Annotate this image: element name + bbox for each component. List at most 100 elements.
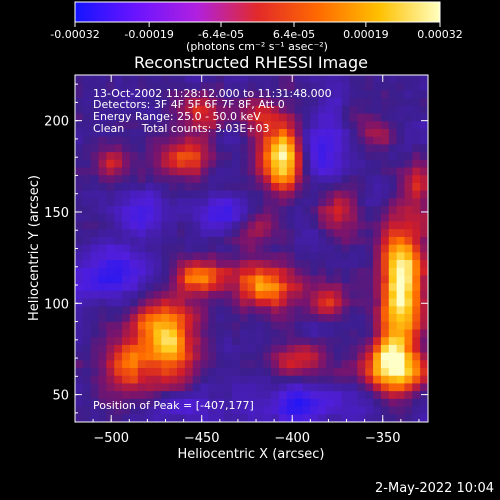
heatmap-cell <box>333 236 343 246</box>
heatmap-cell <box>169 290 178 300</box>
annotation-time-range: 13-Oct-2002 11:28:12.000 to 11:31:48.000 <box>93 87 332 100</box>
heatmap-cell <box>412 267 421 277</box>
heatmap-cell <box>82 306 92 315</box>
heatmap-cell <box>255 75 264 84</box>
heatmap-cell <box>231 368 241 377</box>
heatmap-cell <box>239 221 249 230</box>
heatmap-cell <box>75 391 84 400</box>
heatmap-cell <box>271 198 280 207</box>
heatmap-cell <box>333 275 343 284</box>
heatmap-cell <box>318 175 327 184</box>
heatmap-cell <box>255 329 264 338</box>
heatmap-cell <box>153 152 162 161</box>
heatmap-cell <box>333 329 343 338</box>
heatmap-cell <box>137 290 147 300</box>
heatmap-cell <box>192 275 202 284</box>
heatmap-cell <box>216 213 225 223</box>
heatmap-cell <box>82 398 92 408</box>
heatmap-cell <box>129 290 139 300</box>
heatmap-cell <box>294 298 304 307</box>
heatmap-cell <box>239 152 249 161</box>
heatmap-cell <box>326 206 335 215</box>
heatmap-cell <box>82 298 92 307</box>
heatmap-cell <box>318 159 327 169</box>
heatmap-cell <box>404 221 413 230</box>
heatmap-cell <box>310 360 319 369</box>
heatmap-cell <box>161 175 170 184</box>
heatmap-cell <box>169 244 178 253</box>
peak-position-label: Position of Peak = [-407,177] <box>93 399 254 412</box>
heatmap-cell <box>302 267 311 277</box>
heatmap-cell <box>192 321 202 331</box>
heatmap-cell <box>396 221 406 230</box>
heatmap-cell <box>247 337 257 346</box>
heatmap-cell <box>318 321 327 331</box>
heatmap-cell <box>75 283 84 292</box>
heatmap-cell <box>396 368 406 377</box>
heatmap-cell <box>333 391 343 400</box>
heatmap-cell <box>255 352 264 361</box>
heatmap-cell <box>333 175 343 184</box>
heatmap-cell <box>82 252 92 261</box>
heatmap-cell <box>216 360 225 369</box>
heatmap-cell <box>310 375 319 385</box>
colorbar-ticks: -0.00032 -0.00019 -6.4e-05 6.4e-05 0.00019 0.… <box>50 22 463 41</box>
heatmap-cell <box>286 260 296 269</box>
heatmap-cell <box>396 82 406 92</box>
heatmap-cell <box>208 298 217 307</box>
heatmap-cell <box>278 144 288 153</box>
heatmap-cell <box>208 144 217 153</box>
heatmap-cell <box>200 182 209 192</box>
heatmap-cell <box>357 167 366 176</box>
heatmap-cell <box>153 283 162 292</box>
heatmap-cell <box>82 391 92 400</box>
heatmap-cell <box>310 167 319 176</box>
heatmap-cell <box>326 229 335 238</box>
heatmap-cell <box>75 198 84 207</box>
heatmap-cell <box>404 275 413 284</box>
heatmap-cell <box>333 368 343 377</box>
heatmap-cell <box>98 244 107 253</box>
heatmap-cell <box>263 182 272 192</box>
heatmap-cell <box>326 182 335 192</box>
heatmap-cell <box>200 152 209 161</box>
heatmap-cell <box>318 283 327 292</box>
heatmap-cell <box>341 128 351 138</box>
heatmap-cell <box>82 375 92 385</box>
heatmap-cell <box>169 337 178 346</box>
heatmap-cell <box>412 283 421 292</box>
heatmap-cell <box>278 260 288 269</box>
heatmap-cell <box>341 275 351 284</box>
heatmap-cell <box>396 113 406 122</box>
heatmap-cell <box>318 198 327 207</box>
heatmap-cell <box>114 368 123 377</box>
heatmap-cell <box>224 414 233 422</box>
heatmap-cell <box>365 290 374 300</box>
heatmap-cell <box>357 406 366 415</box>
heatmap-cell <box>271 167 280 176</box>
heatmap-cell <box>380 221 390 230</box>
heatmap-cell <box>326 298 335 307</box>
heatmap-cell <box>137 75 147 84</box>
heatmap-cell <box>184 105 194 115</box>
heatmap-cell <box>153 383 162 392</box>
heatmap-cell <box>341 221 351 230</box>
heatmap-cell <box>98 298 107 307</box>
heatmap-cell <box>106 98 115 107</box>
heatmap-cell <box>208 121 217 130</box>
heatmap-cell <box>278 275 288 284</box>
heatmap-cell <box>208 98 217 107</box>
heatmap-cell <box>357 321 366 331</box>
heatmap-cell <box>208 90 217 99</box>
heatmap-cell <box>145 398 155 408</box>
heatmap-cell <box>365 159 374 169</box>
heatmap-cell <box>341 368 351 377</box>
heatmap-cell <box>294 267 304 277</box>
heatmap-cell <box>82 128 92 138</box>
annotation-clean-counts: Clean Total counts: 3.03E+03 <box>93 122 270 135</box>
heatmap-cell <box>349 406 358 415</box>
heatmap-cell <box>365 337 374 346</box>
heatmap-cell <box>145 159 155 169</box>
heatmap-cell <box>82 406 92 415</box>
heatmap-cell <box>145 182 155 192</box>
